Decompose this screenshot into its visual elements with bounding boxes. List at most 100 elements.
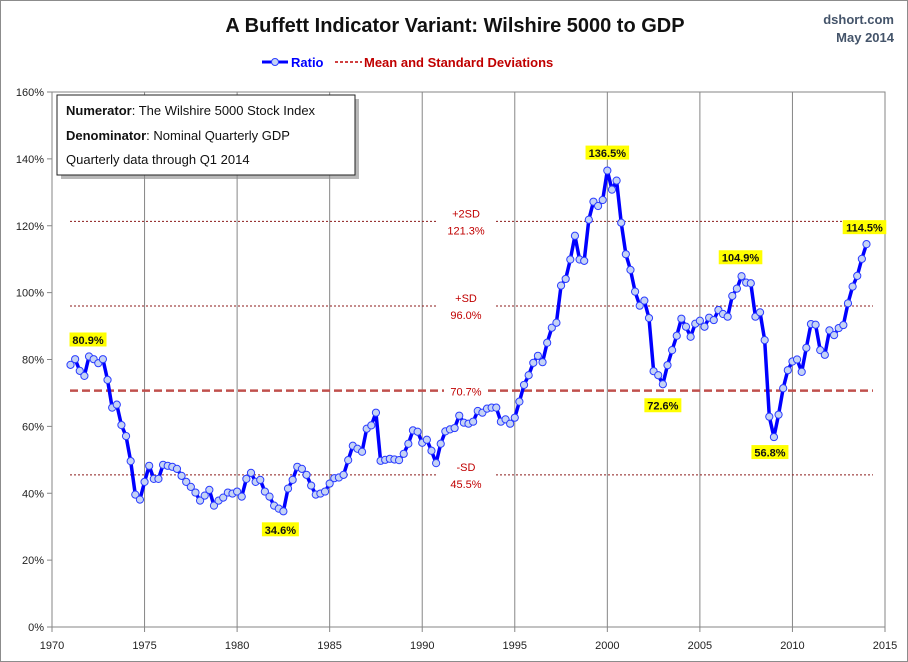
ratio-point xyxy=(98,355,108,364)
ratio-point xyxy=(566,255,575,264)
ratio-point xyxy=(436,439,445,448)
ratio-point xyxy=(344,456,353,465)
ratio-point xyxy=(117,420,126,430)
sd-name-label: +SD xyxy=(455,293,477,305)
info-denominator: Denominator: Nominal Quarterly GDP xyxy=(66,128,290,143)
ratio-point xyxy=(112,400,121,409)
ratio-point xyxy=(450,423,459,433)
ratio-point xyxy=(186,482,195,491)
ratio-point xyxy=(177,471,186,480)
ratio-point xyxy=(126,457,135,466)
ratio-point xyxy=(728,291,737,301)
annotation-label: 114.5% xyxy=(846,223,883,235)
ratio-point xyxy=(829,330,839,340)
ratio-point xyxy=(422,435,431,444)
ratio-point xyxy=(237,492,246,501)
ratio-point xyxy=(131,490,140,499)
annotation-label: 104.9% xyxy=(722,253,760,265)
info-note: Quarterly data through Q1 2014 xyxy=(66,152,250,167)
sd-value-label: 96.0% xyxy=(450,310,481,322)
info-box: Numerator: The Wilshire 5000 Stock Index… xyxy=(56,94,359,179)
ratio-point xyxy=(191,488,200,497)
ratio-point xyxy=(839,320,848,330)
ratio-point xyxy=(760,336,769,345)
ratio-point xyxy=(765,412,774,421)
ratio-point xyxy=(709,315,718,325)
ratio-point xyxy=(80,371,89,380)
ratio-point xyxy=(644,313,654,323)
legend-ratio-marker xyxy=(271,58,279,66)
ratio-point xyxy=(857,254,866,263)
x-tick-label: 2015 xyxy=(873,640,897,652)
x-tick-label: 2010 xyxy=(780,640,804,652)
ratio-point xyxy=(677,314,686,323)
ratio-point xyxy=(584,215,593,224)
ratio-point xyxy=(848,282,857,291)
annotation-label: 80.9% xyxy=(72,335,103,347)
ratio-point xyxy=(413,427,422,436)
ratio-point xyxy=(617,218,626,227)
ratio-point xyxy=(580,256,589,265)
annotation-label: 34.6% xyxy=(265,525,296,537)
ratio-point xyxy=(519,380,529,390)
ratio-point xyxy=(135,495,145,504)
ratio-point xyxy=(288,475,297,484)
sd-name-label: -SD xyxy=(457,462,476,474)
ratio-point xyxy=(533,351,543,360)
ratio-point xyxy=(737,272,746,281)
ratio-point xyxy=(672,331,681,340)
ratio-point xyxy=(792,355,802,364)
ratio-point xyxy=(811,320,820,329)
ratio-point xyxy=(621,250,630,259)
ratio-point xyxy=(640,296,649,305)
y-tick-label: 40% xyxy=(22,488,44,500)
ratio-point xyxy=(233,487,242,496)
ratio-point xyxy=(260,487,269,496)
ratio-point xyxy=(635,301,644,310)
ratio-point xyxy=(394,456,404,465)
ratio-point xyxy=(774,410,783,419)
annotation-highlight xyxy=(644,398,682,413)
annotation-highlight xyxy=(751,445,789,460)
ratio-point xyxy=(769,432,779,442)
x-tick-label: 2005 xyxy=(688,640,712,652)
ratio-point xyxy=(695,316,704,325)
ratio-point xyxy=(612,176,621,185)
ratio-point xyxy=(325,479,334,488)
ratio-point xyxy=(357,447,367,456)
ratio-point xyxy=(205,485,214,495)
ratio-point xyxy=(746,279,755,288)
ratio-point xyxy=(75,366,84,375)
ratio-point xyxy=(297,464,306,473)
ratio-point xyxy=(570,231,580,240)
numerator-label: Numerator xyxy=(66,103,132,118)
y-tick-label: 140% xyxy=(16,154,44,166)
ratio-point xyxy=(103,375,112,384)
info-numerator: Numerator: The Wilshire 5000 Stock Index xyxy=(66,103,316,118)
x-tick-label: 1970 xyxy=(40,640,64,652)
ratio-point xyxy=(700,322,709,331)
ratio-point xyxy=(556,281,566,290)
y-tick-label: 120% xyxy=(16,221,44,233)
x-tick-label: 1990 xyxy=(410,640,434,652)
series-ratio xyxy=(66,166,871,516)
ratio-point xyxy=(506,419,515,428)
ratio-point xyxy=(598,195,607,205)
sd-value-label: 45.5% xyxy=(450,479,481,491)
date-label: May 2014 xyxy=(836,30,895,45)
ratio-point xyxy=(654,371,663,380)
ratio-point xyxy=(279,507,288,516)
legend-mean-label: Mean and Standard Deviations xyxy=(364,55,553,70)
y-tick-label: 20% xyxy=(22,555,44,567)
ratio-point xyxy=(367,421,376,430)
ratio-point xyxy=(732,284,742,293)
ratio-point xyxy=(755,308,765,317)
ratio-point xyxy=(663,361,672,370)
x-tick-label: 1980 xyxy=(225,640,249,652)
ratio-point xyxy=(339,470,348,479)
ratio-point xyxy=(843,299,853,308)
ratio-point xyxy=(723,312,732,321)
annotation-highlight xyxy=(842,220,887,235)
sd-name-label: +2SD xyxy=(452,208,480,220)
